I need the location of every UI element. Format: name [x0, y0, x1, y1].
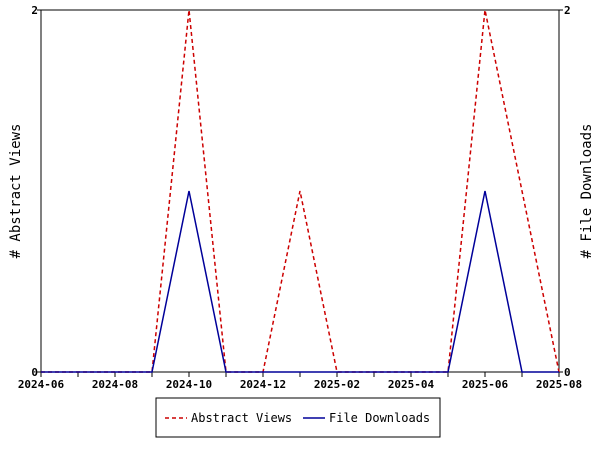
x-tick-label: 2024-10 [166, 378, 212, 391]
series-line-abstract-views [41, 9, 560, 373]
legend-label-abstract-views: Abstract Views [191, 411, 292, 425]
legend: Abstract Views File Downloads [155, 397, 441, 438]
y-axis-label-right: # File Downloads [579, 124, 595, 259]
x-axis: 2024-06 2024-08 2024-10 2024-12 2025-02 2025-… [18, 372, 582, 391]
y-tick-label-right: 2 [564, 4, 571, 17]
legend-box [155, 397, 441, 438]
x-tick-label: 2024-06 [18, 378, 65, 391]
x-tick-label: 2025-04 [388, 378, 435, 391]
x-tick-label: 2025-06 [462, 378, 509, 391]
y-tick-label-left: 0 [31, 366, 38, 379]
y-tick-label-right: 0 [564, 366, 571, 379]
series-line-file-downloads [41, 190, 559, 373]
legend-label-file-downloads: File Downloads [329, 411, 430, 425]
x-tick-label: 2025-08 [536, 378, 582, 391]
y-axis: 0 2 0 2 [31, 4, 570, 379]
x-tick-label: 2024-08 [92, 378, 138, 391]
x-tick-label: 2024-12 [240, 378, 286, 391]
y-tick-label-left: 2 [31, 4, 38, 17]
series-layer [41, 9, 560, 373]
y-axis-label-left: # Abstract Views [8, 124, 24, 259]
x-tick-label: 2025-02 [314, 378, 360, 391]
